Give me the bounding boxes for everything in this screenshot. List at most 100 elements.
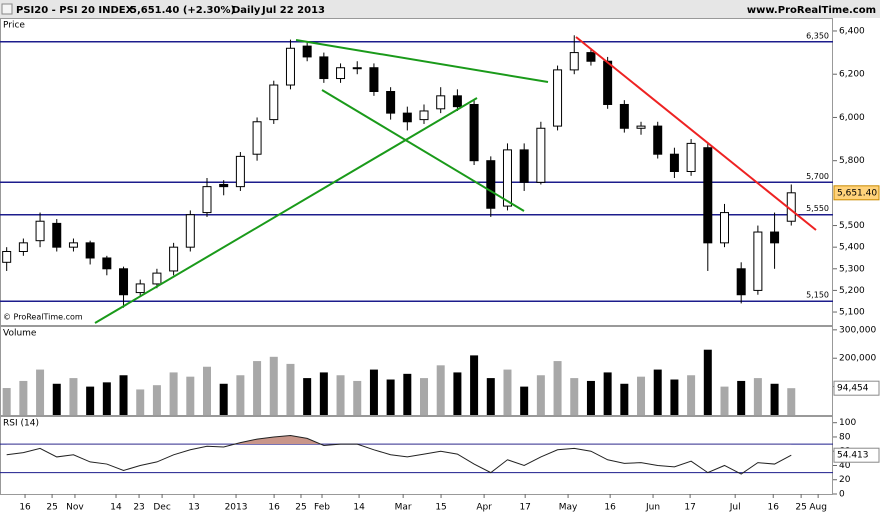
volume-bar [202, 366, 211, 415]
volume-bar [536, 375, 545, 415]
level-label: 6,350 [806, 31, 829, 40]
level-label: 5,150 [806, 291, 829, 300]
menu-icon[interactable] [1, 3, 13, 15]
x-tick-label: 25 [295, 503, 306, 513]
x-tick-label: 2013 [225, 503, 248, 513]
candle-body [219, 183, 229, 188]
volume-bar [236, 375, 245, 415]
candle-body [719, 212, 729, 244]
candle-body [703, 147, 713, 244]
volume-bar [19, 380, 28, 415]
volume-bar [570, 378, 579, 415]
level-label: 5,550 [806, 204, 829, 213]
volume-bar [737, 380, 746, 415]
y-tick-label: 6,000 [839, 113, 865, 123]
y-tick-label: 5,200 [839, 286, 865, 296]
period: Daily [232, 5, 261, 16]
volume-bar [169, 372, 178, 415]
candle-body [52, 222, 62, 248]
panel-title: RSI (14) [3, 419, 39, 429]
volume-bar [520, 386, 529, 415]
volume-bar [453, 372, 462, 415]
x-tick-label: Mar [395, 503, 412, 513]
candle-body [2, 250, 12, 263]
candle-body [636, 125, 646, 129]
last-volume-box [833, 380, 880, 396]
panel-title: Price [3, 21, 25, 31]
rsi-panel [0, 416, 833, 495]
candle-body [252, 121, 262, 155]
volume-bar [436, 365, 445, 415]
volume-bar [703, 349, 712, 415]
rsi-overbought-area [234, 435, 321, 445]
volume-bar [2, 388, 11, 415]
candle-body [753, 231, 763, 291]
volume-bar [319, 372, 328, 415]
y-tick-label: 5,400 [839, 243, 865, 253]
last-rsi-box [833, 447, 880, 463]
x-tick-label: 15 [435, 503, 446, 513]
candle-body [653, 125, 663, 155]
volume-bar [286, 363, 295, 415]
volume-bar [253, 361, 262, 415]
volume-bar [336, 375, 345, 415]
x-tick-label: 17 [684, 503, 695, 513]
candle-body [419, 110, 429, 121]
y-tick-label: 20 [839, 475, 851, 485]
candle-body [486, 160, 496, 209]
candle-body [152, 272, 162, 285]
symbol: PSI20 - PSI 20 INDEX [16, 5, 134, 16]
candle-body [386, 91, 396, 114]
y-tick-label: 6,200 [839, 70, 865, 80]
date: Jul 22 2013 [261, 5, 325, 16]
candle-body [235, 155, 245, 188]
volume-bar [603, 372, 612, 415]
volume-bar [269, 356, 278, 415]
candle-body [770, 231, 780, 244]
price: 5,651.40 (+2.30%) [130, 5, 235, 16]
x-tick-label: Apr [476, 503, 492, 513]
candle-body [669, 153, 679, 172]
candle-body [519, 149, 529, 183]
x-tick-label: 16 [768, 503, 780, 513]
y-tick-label: 80 [839, 432, 851, 442]
volume-bar [353, 380, 362, 415]
candle-body [169, 246, 179, 272]
x-tick-label: 23 [133, 503, 144, 513]
candle-body [586, 52, 596, 62]
volume-panel [0, 326, 833, 416]
y-tick-label: 40 [839, 461, 851, 471]
volume-bar [303, 378, 312, 415]
volume-bar [152, 385, 161, 415]
candle-body [336, 67, 346, 80]
last-volume-label: 94,454 [837, 384, 869, 394]
candle-body [135, 283, 145, 294]
candle-body [202, 186, 212, 214]
volume-bar [136, 389, 145, 415]
volume-bar [420, 378, 429, 415]
trend-line [295, 39, 549, 83]
candle-body [536, 127, 546, 183]
candle-body [18, 242, 28, 252]
y-tick-label: 6,400 [839, 26, 865, 36]
volume-bar [770, 383, 779, 415]
x-tick-label: Nov [66, 503, 84, 513]
candle-body [285, 47, 295, 86]
candle-body [369, 67, 379, 93]
candle-body [185, 214, 195, 248]
last-price-label: 5,651.40 [837, 188, 877, 198]
site: www.ProRealTime.com [747, 5, 876, 16]
candle-body [736, 268, 746, 296]
trend-line [94, 97, 478, 324]
panel-title: Volume [3, 329, 37, 339]
x-tick-label: 25 [46, 503, 57, 513]
candle-body [686, 142, 696, 172]
x-tick-label: Aug [809, 503, 827, 513]
volume-bar [653, 369, 662, 415]
volume-bar [36, 369, 45, 415]
candle-body [35, 220, 45, 242]
x-tick-label: 14 [110, 503, 122, 513]
rsi-line [6, 435, 792, 475]
volume-bar [586, 380, 595, 415]
